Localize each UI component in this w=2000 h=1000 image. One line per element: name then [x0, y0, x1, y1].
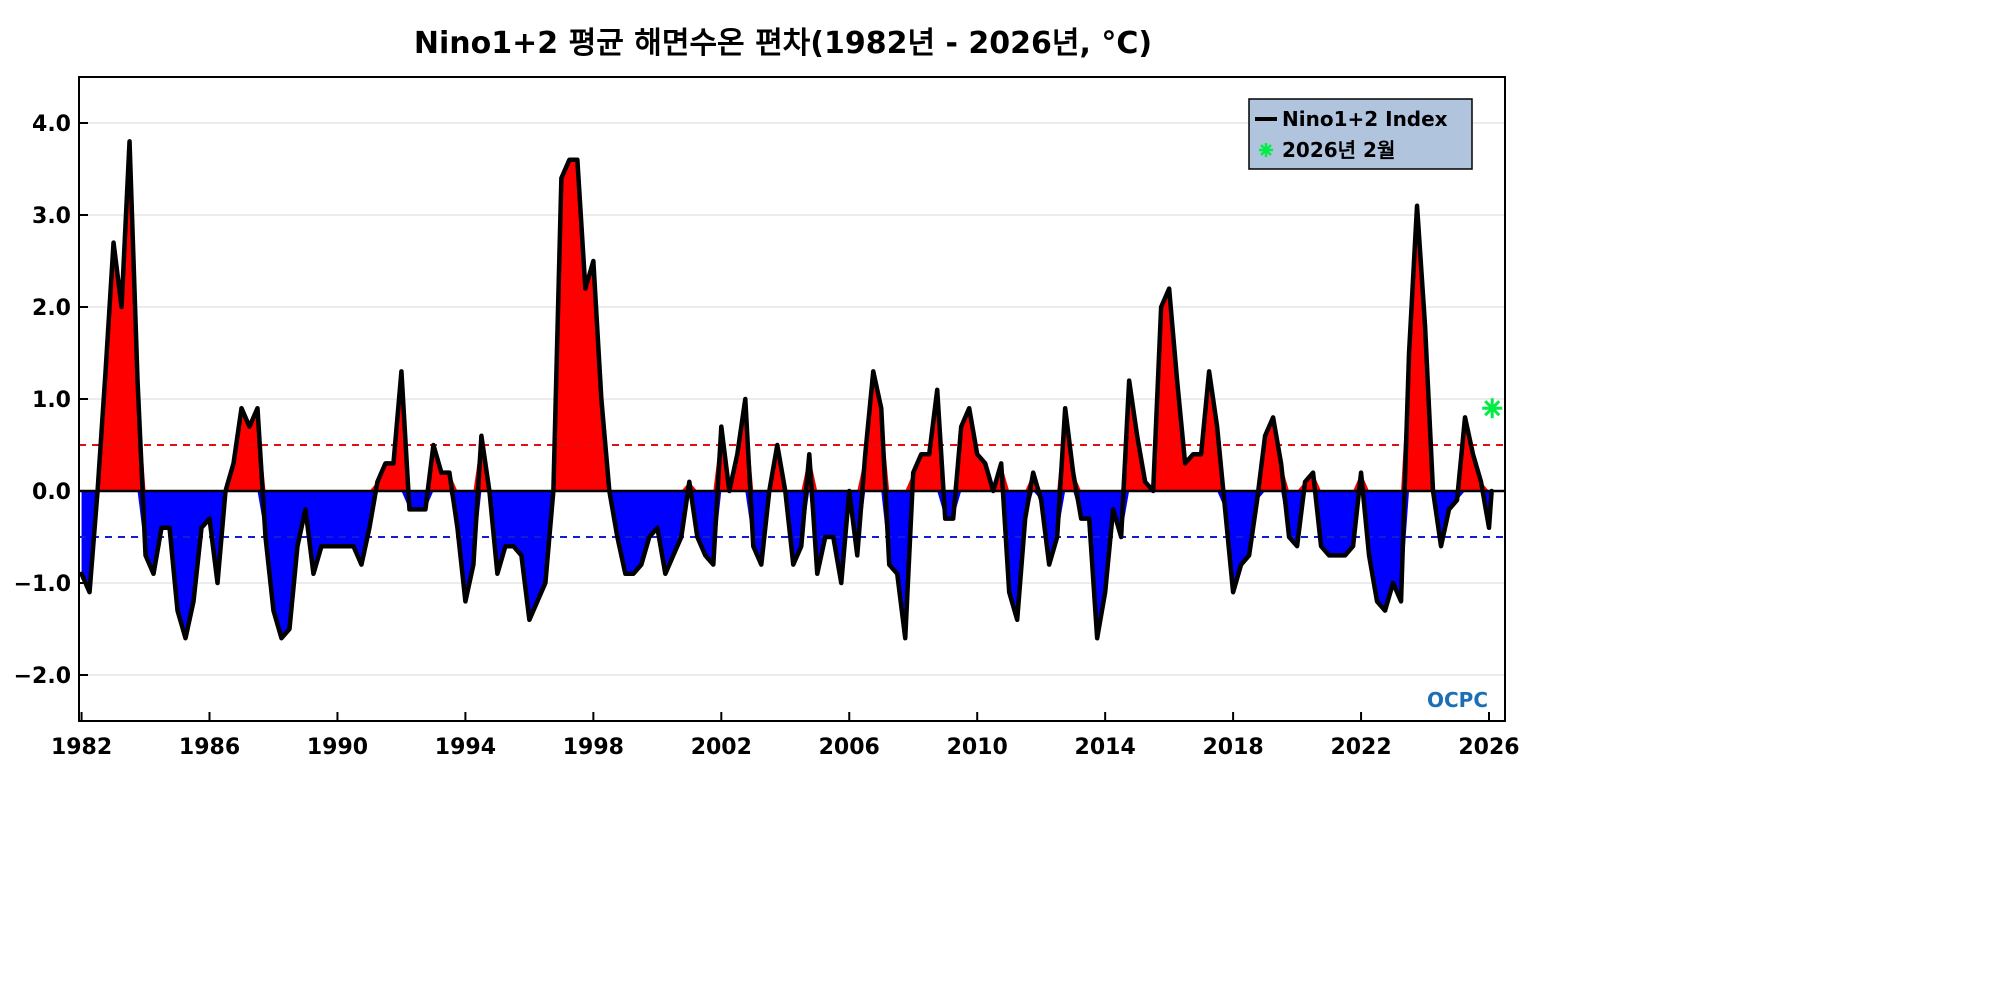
y-tick-label-3: 1.0 — [32, 388, 71, 413]
x-tick-label-3: 1994 — [435, 735, 496, 760]
y-tick-label-4: 2.0 — [32, 296, 71, 321]
y-tick-label-6: 4.0 — [32, 112, 71, 137]
y-tick-label-5: 3.0 — [32, 204, 71, 229]
legend-box — [1248, 98, 1473, 170]
x-ticks: 1982 1986 1990 1994 1998 2002 2006 2010 2014 2018… — [51, 712, 1520, 760]
ocpc-logo: OCPC — [1427, 688, 1488, 712]
chart-container: Nino1+2 평균 해면수온 편차(1982년 - 2026년, °C) −2… — [14, 26, 1520, 760]
marker-stroke-3 — [1484, 400, 1501, 417]
x-tick-label-11: 2026 — [1458, 735, 1519, 760]
asterisk-icon — [1259, 143, 1273, 157]
ocpc-watermark-text: OCPC — [1427, 688, 1488, 712]
legend-series-label: Nino1+2 Index — [1282, 107, 1448, 131]
y-tick-label-0: −2.0 — [14, 664, 71, 689]
x-tick-label-2: 1990 — [307, 735, 368, 760]
threshold-lines — [79, 444, 1505, 538]
y-tick-label-1: −1.0 — [14, 572, 71, 597]
x-tick-label-9: 2018 — [1202, 735, 1263, 760]
x-tick-label-1: 1986 — [179, 735, 240, 760]
series-lines — [79, 139, 1494, 641]
x-tick-label-7: 2010 — [947, 735, 1008, 760]
positive-anomaly-fill — [81, 141, 1492, 491]
x-tick-label-10: 2022 — [1330, 735, 1391, 760]
y-ticks: −2.0 −1.0 0.0 1.0 2.0 3.0 4.0 — [14, 112, 88, 689]
y-tick-label-2: 0.0 — [32, 480, 71, 505]
markers — [1482, 398, 1503, 419]
marker-2026-feb — [1482, 398, 1503, 419]
anomaly-fills — [81, 141, 1492, 639]
x-tick-label-8: 2014 — [1075, 735, 1136, 760]
x-tick-label-0: 1982 — [51, 735, 112, 760]
nino-chart: Nino1+2 평균 해면수온 편차(1982년 - 2026년, °C) −2… — [14, 26, 1520, 760]
legend-marker-label: 2026년 2월 — [1282, 138, 1395, 162]
x-tick-label-6: 2006 — [819, 735, 880, 760]
legend: Nino1+2 Index 2026년 2월 — [1248, 98, 1473, 170]
grid — [79, 122, 1505, 676]
nino-index-line — [79, 139, 1494, 641]
x-tick-label-5: 2002 — [691, 735, 752, 760]
chart-title: Nino1+2 평균 해면수온 편차(1982년 - 2026년, °C) — [414, 26, 1152, 61]
x-tick-label-4: 1998 — [563, 735, 624, 760]
